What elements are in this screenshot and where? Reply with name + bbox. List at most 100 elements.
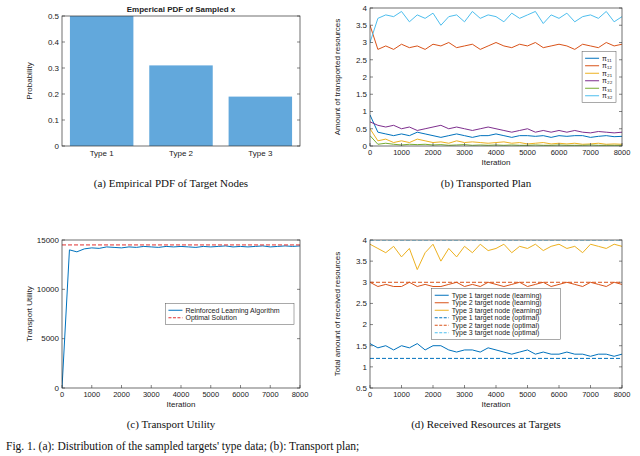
legend-label: Type 3 target node (optimal) bbox=[452, 329, 540, 337]
y-tick-label: 0.5 bbox=[48, 12, 60, 21]
y-tick bbox=[370, 94, 373, 95]
figure: 00.10.20.30.40.5ProbabilityEmperical PDF… bbox=[0, 0, 640, 456]
legend-swatch bbox=[585, 58, 599, 59]
legend-label: π₁₁ bbox=[602, 55, 612, 62]
y-tick-label: 4 bbox=[363, 4, 368, 13]
y-tick bbox=[619, 94, 622, 95]
x-tick-label: Type 3 bbox=[248, 149, 273, 158]
legend-box bbox=[582, 52, 616, 103]
y-tick bbox=[297, 338, 300, 339]
y-tick-label: 1.5 bbox=[356, 90, 368, 99]
plot-frame bbox=[62, 16, 300, 146]
data-group bbox=[370, 240, 622, 358]
y-tick-label: 5000 bbox=[41, 334, 59, 343]
chart-panel: 050001000015000Transport Utility01000200… bbox=[25, 236, 308, 431]
y-tick bbox=[370, 111, 373, 112]
plot-area bbox=[370, 8, 622, 146]
bar bbox=[149, 65, 212, 146]
series-line bbox=[370, 344, 622, 357]
legend-swatch bbox=[585, 73, 599, 74]
x-tick-label: 2000 bbox=[425, 390, 442, 399]
y-axis-label: Total amount of received resources bbox=[333, 252, 342, 377]
data-group bbox=[70, 16, 292, 146]
x-tick bbox=[240, 385, 241, 388]
legend-swatch bbox=[435, 325, 449, 326]
y-tick-label: 10000 bbox=[37, 285, 60, 294]
plot-frame bbox=[62, 240, 300, 388]
x-tick-label: 6000 bbox=[551, 148, 568, 157]
x-axis-label: Iteration bbox=[167, 400, 196, 409]
y-tick bbox=[370, 324, 373, 325]
x-tick-label: 5000 bbox=[519, 390, 536, 399]
data-group bbox=[62, 245, 300, 388]
y-tick-label: 0.5 bbox=[356, 384, 368, 393]
legend-swatch bbox=[168, 317, 182, 318]
x-tick bbox=[527, 143, 528, 146]
x-tick-label: 3000 bbox=[456, 148, 473, 157]
y-tick-label: 3.5 bbox=[356, 257, 368, 266]
subfigure-caption: (a) Empirical PDF of Target Nodes bbox=[94, 177, 248, 190]
x-tick-label: 8000 bbox=[292, 390, 309, 399]
y-tick-label: 0.2 bbox=[48, 90, 60, 99]
x-tick-label: 8000 bbox=[614, 148, 631, 157]
y-tick-label: 2 bbox=[363, 73, 368, 82]
series-line bbox=[370, 122, 622, 133]
series-line bbox=[62, 244, 300, 245]
y-tick bbox=[619, 303, 622, 304]
series-line bbox=[370, 129, 622, 145]
chart-panel: 0.511.522.533.54Total amount of received… bbox=[333, 236, 630, 431]
series-line bbox=[370, 11, 622, 42]
x-tick-label: 2000 bbox=[113, 390, 130, 399]
plot-area bbox=[370, 240, 622, 388]
y-tick bbox=[62, 289, 65, 290]
x-tick bbox=[270, 385, 271, 388]
y-tick-label: 3 bbox=[363, 278, 368, 287]
x-tick bbox=[590, 143, 591, 146]
series-line bbox=[370, 115, 622, 137]
y-tick bbox=[619, 261, 622, 262]
x-tick-label: 1000 bbox=[393, 148, 410, 157]
y-tick bbox=[62, 120, 65, 121]
legend-box bbox=[165, 304, 294, 325]
series-line bbox=[370, 25, 622, 49]
series-line bbox=[370, 244, 622, 269]
legend-swatch bbox=[435, 317, 449, 318]
x-tick-label: 0 bbox=[60, 390, 64, 399]
y-tick-label: 1.5 bbox=[356, 342, 368, 351]
y-tick bbox=[297, 42, 300, 43]
x-tick bbox=[559, 385, 560, 388]
legend: Reinforced Learning AlgorithmOptimal Sol… bbox=[165, 304, 294, 325]
subfigure-caption: (b) Transported Plan bbox=[441, 177, 532, 190]
y-tick-label: 0.5 bbox=[356, 125, 368, 134]
x-tick-label: 6000 bbox=[232, 390, 249, 399]
legend-swatch bbox=[585, 80, 599, 81]
y-tick-label: 0 bbox=[55, 384, 60, 393]
y-tick-label: 2 bbox=[363, 320, 368, 329]
x-tick bbox=[121, 385, 122, 388]
x-tick-label: 5000 bbox=[202, 390, 219, 399]
x-tick-label: 1000 bbox=[83, 390, 100, 399]
x-tick bbox=[91, 385, 92, 388]
chart-title: Emperical PDF of Sampled x bbox=[127, 5, 236, 14]
legend-label: Optimal Solution bbox=[185, 314, 236, 322]
x-tick-label: Type 1 bbox=[90, 149, 115, 158]
bar bbox=[229, 97, 292, 146]
plot-frame bbox=[370, 240, 622, 388]
x-tick bbox=[496, 143, 497, 146]
y-tick bbox=[370, 366, 373, 367]
legend-swatch bbox=[435, 310, 449, 311]
x-tick bbox=[559, 143, 560, 146]
data-group bbox=[370, 11, 622, 145]
y-tick-label: 15000 bbox=[37, 236, 60, 245]
y-tick bbox=[619, 59, 622, 60]
y-tick bbox=[62, 42, 65, 43]
y-tick bbox=[370, 77, 373, 78]
y-axis-label: Probability bbox=[25, 62, 34, 99]
x-axis-label: Iteration bbox=[482, 158, 511, 167]
x-tick bbox=[590, 385, 591, 388]
x-tick-label: 7000 bbox=[262, 390, 279, 399]
x-tick bbox=[210, 385, 211, 388]
legend-label: π₁₂ bbox=[602, 62, 612, 69]
y-axis-label: Amount of transported resources bbox=[333, 19, 342, 136]
y-tick bbox=[619, 366, 622, 367]
